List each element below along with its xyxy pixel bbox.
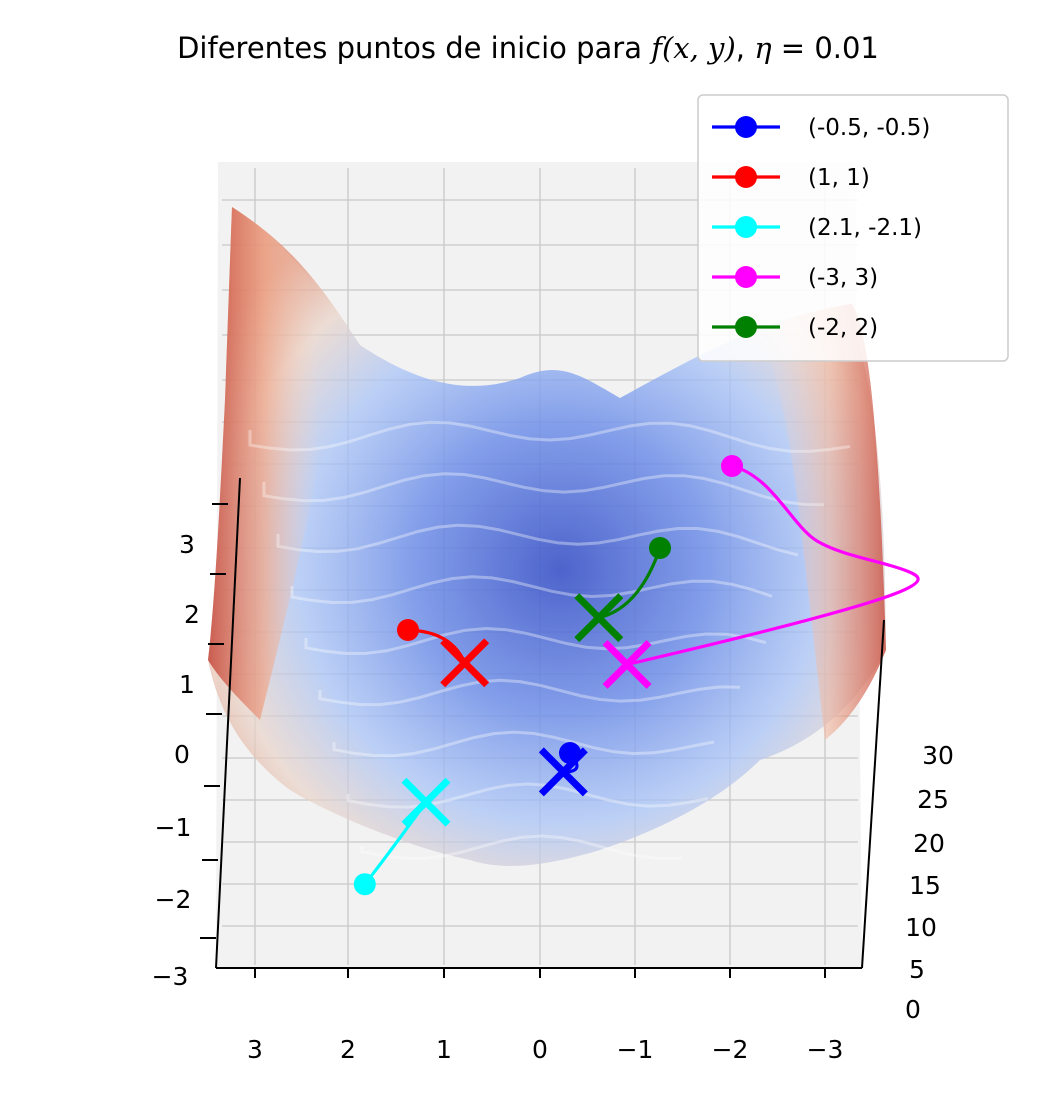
y-tick-label: 2 — [184, 600, 200, 629]
z-axis-line — [861, 619, 885, 969]
start-point — [397, 619, 419, 641]
ripple-line — [276, 523, 799, 557]
legend-entry: (-3, 3) — [712, 265, 878, 291]
y-tick-label: 3 — [179, 530, 195, 559]
x-tick-label: −2 — [712, 1035, 749, 1064]
legend-entry: (2.1, -2.1) — [712, 215, 922, 241]
y-tick-label: 0 — [174, 740, 190, 769]
end-point-marker — [602, 639, 652, 689]
y-ticks: 3 2 1 0 −1 −2 −3 — [152, 503, 228, 991]
z-tick-label: 15 — [909, 871, 941, 900]
ripple-line — [248, 420, 851, 453]
trajectory-line — [598, 547, 662, 620]
z-tick-label: 25 — [917, 785, 949, 814]
ripple-line — [290, 575, 773, 605]
ripple-line — [346, 782, 709, 809]
start-point — [353, 873, 376, 896]
x-tick-label: −3 — [807, 1035, 844, 1064]
surface-body — [208, 207, 886, 866]
legend-marker — [735, 116, 757, 138]
legend-frame — [697, 94, 1009, 362]
z-ticks: 30 25 20 15 10 5 0 — [905, 741, 954, 1024]
surface-right-wall — [760, 304, 886, 740]
z-tick-label: 30 — [922, 741, 954, 770]
x-ticks: 3 2 1 0 −1 −2 −3 — [247, 968, 843, 1064]
legend-entry: (-0.5, -0.5) — [712, 115, 930, 141]
legend-label: (2.1, -2.1) — [808, 215, 922, 241]
surface — [208, 207, 886, 866]
z-tick-label: 0 — [905, 995, 921, 1024]
z-tick-label: 20 — [913, 829, 945, 858]
legend-marker — [735, 266, 757, 288]
y-tick-label: 1 — [179, 670, 195, 699]
legend-entry: (1, 1) — [712, 165, 870, 191]
ripple-line — [304, 626, 767, 656]
legend-marker — [735, 316, 757, 338]
y-axis-line — [215, 477, 241, 969]
legend-entry: (-2, 2) — [712, 315, 878, 341]
x-tick-label: −1 — [617, 1035, 654, 1064]
legend-label: (-2, 2) — [808, 315, 878, 341]
z-tick-label: 10 — [905, 913, 937, 942]
series-trajectory — [602, 455, 920, 689]
series-trajectory — [574, 537, 671, 643]
z-tick-label: 5 — [909, 955, 925, 984]
x-tick-label: 2 — [340, 1035, 356, 1064]
ripple-line — [360, 834, 683, 861]
series-trajectory — [353, 777, 451, 896]
series-layer — [353, 455, 920, 896]
trajectory-line — [626, 464, 920, 666]
legend-label: (1, 1) — [808, 165, 870, 191]
end-point-marker — [538, 747, 588, 797]
legend-entries: (-0.5, -0.5) (1, 1) (2.1, -2.1) (-3, 3) (-2,… — [712, 115, 930, 341]
legend: (-0.5, -0.5) (1, 1) (2.1, -2.1) (-3, 3) (-2,… — [697, 94, 1009, 362]
y-tick-label: −2 — [155, 885, 192, 914]
ripple-line — [262, 472, 825, 507]
x-tick-label: 1 — [436, 1035, 452, 1064]
ripple-line — [332, 730, 715, 758]
ripple-line — [318, 678, 741, 707]
surface-left-wall — [208, 207, 320, 720]
legend-marker — [735, 216, 757, 238]
series-trajectory — [397, 619, 490, 688]
legend-marker — [735, 166, 757, 188]
x-tick-label: 0 — [532, 1035, 548, 1064]
surface-ripples — [248, 420, 851, 861]
start-point — [649, 537, 671, 559]
end-point-marker — [574, 593, 624, 643]
legend-label: (-3, 3) — [808, 265, 878, 291]
start-point — [721, 455, 743, 477]
legend-label: (-0.5, -0.5) — [808, 115, 930, 141]
end-point-marker — [440, 638, 490, 688]
series-trajectory — [538, 742, 588, 797]
x-tick-label: 3 — [247, 1035, 263, 1064]
end-point-marker — [401, 777, 451, 827]
y-tick-label: −1 — [155, 813, 192, 842]
y-tick-label: −3 — [152, 962, 189, 991]
chart-title: Diferentes puntos de inicio para f(x, y)… — [177, 31, 879, 65]
